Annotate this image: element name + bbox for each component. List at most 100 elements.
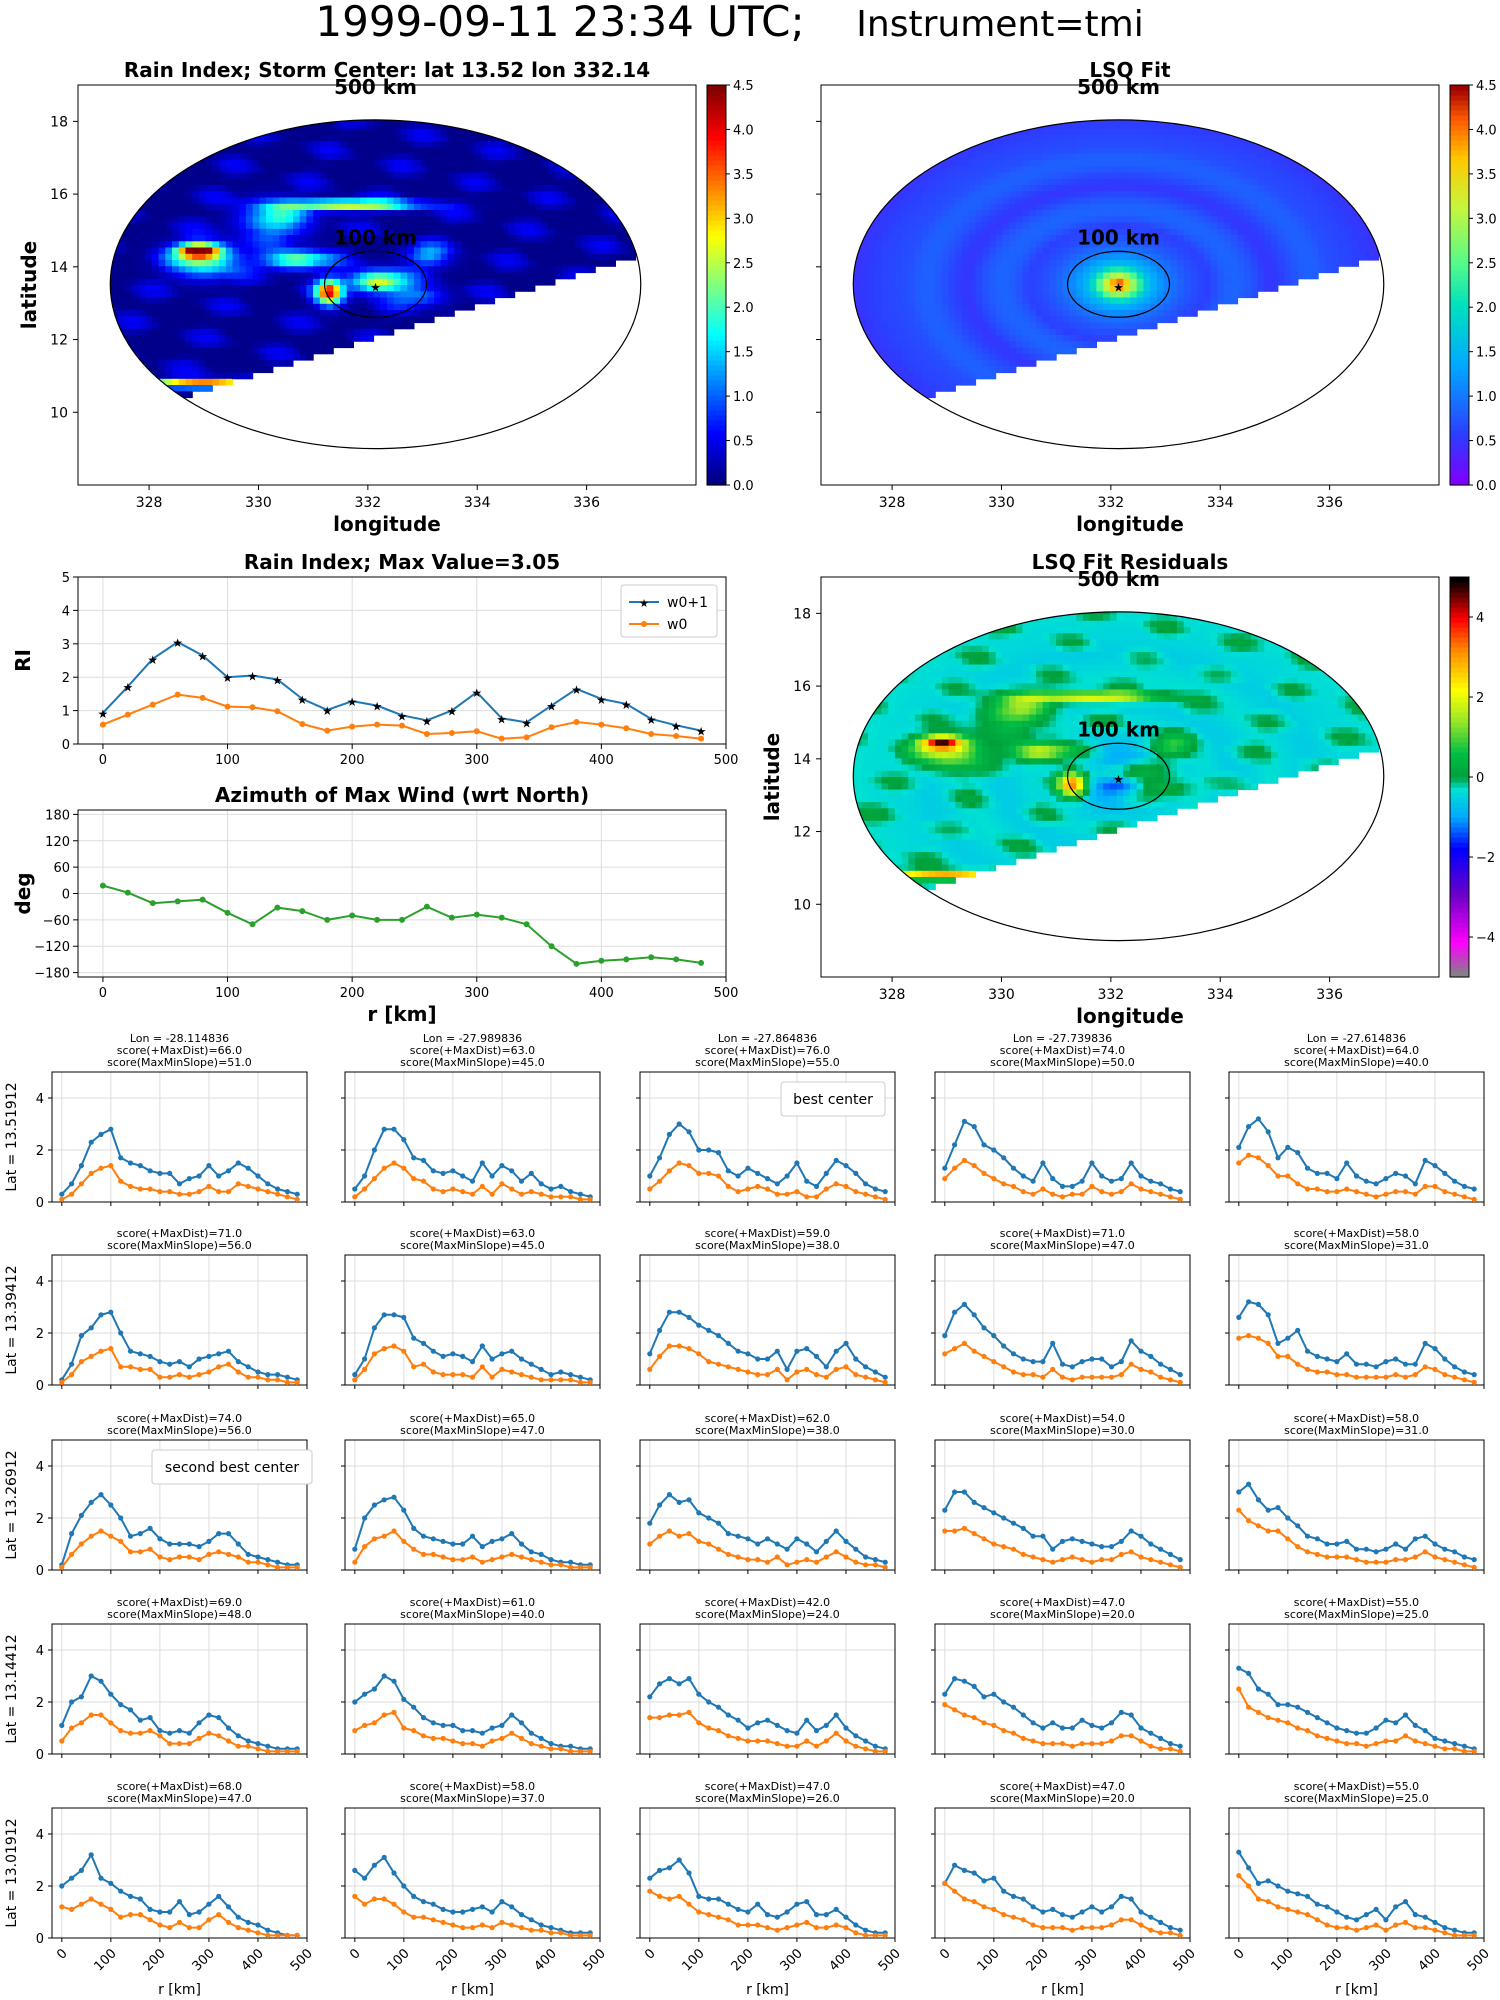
swath-cell xyxy=(212,297,220,305)
swath-cell xyxy=(935,203,943,211)
swath-cell xyxy=(239,160,247,167)
swath-cell xyxy=(901,160,909,167)
swath-cell xyxy=(854,153,862,161)
swath-cell xyxy=(955,122,963,130)
swath-cell xyxy=(112,85,119,92)
swath-cell xyxy=(894,141,903,149)
swath-cell xyxy=(346,297,354,305)
swath-cell xyxy=(649,204,656,211)
swath-cell xyxy=(280,91,287,98)
swath-cell xyxy=(928,197,936,205)
swath-cell xyxy=(834,85,841,92)
swath-cell xyxy=(212,378,220,386)
swath-cell xyxy=(131,122,139,130)
swath-cell xyxy=(400,135,408,142)
swath-cell xyxy=(507,247,516,255)
swath-cell xyxy=(941,203,950,211)
swath-cell xyxy=(828,248,835,255)
swath-cell xyxy=(622,153,630,161)
swath-cell xyxy=(894,203,903,211)
colorbar-cell xyxy=(707,325,726,331)
swath-cell xyxy=(138,122,146,130)
swath-cell xyxy=(941,341,950,349)
swath-cell xyxy=(192,335,200,342)
swath-cell xyxy=(131,397,139,405)
swath-cell xyxy=(460,247,469,255)
swath-cell xyxy=(185,128,193,136)
swath-cell xyxy=(481,253,489,261)
swath-cell xyxy=(333,203,341,211)
swath-cell xyxy=(394,110,401,117)
swath-cell xyxy=(894,210,903,217)
swath-cell xyxy=(853,366,856,374)
swath-cell xyxy=(941,119,950,124)
swath-cell xyxy=(145,260,153,267)
swath-cell xyxy=(272,135,281,142)
swath-cell xyxy=(948,210,956,217)
swath-cell xyxy=(968,322,977,330)
swath-cell xyxy=(427,85,434,92)
swath-cell xyxy=(225,353,234,361)
swath-cell xyxy=(460,172,469,180)
swath-cell xyxy=(841,160,848,167)
swath-cell xyxy=(346,328,354,336)
swath-cell xyxy=(868,410,876,417)
swath-cell xyxy=(581,122,590,130)
swath-cell xyxy=(968,135,977,142)
swath-cell xyxy=(272,310,281,317)
swath-cell xyxy=(821,410,828,417)
swath-cell xyxy=(233,85,240,92)
swath-cell xyxy=(232,135,240,142)
swath-cell xyxy=(91,235,98,242)
swath-cell xyxy=(360,110,367,117)
swath-cell xyxy=(575,122,583,130)
swath-cell xyxy=(340,110,347,117)
swath-cell xyxy=(642,248,649,255)
swath-cell xyxy=(683,110,690,117)
swath-cell xyxy=(306,235,314,242)
swath-cell xyxy=(212,372,220,380)
swath-cell xyxy=(165,153,173,161)
swath-cell xyxy=(595,128,603,136)
swath-cell xyxy=(854,372,862,380)
swath-cell xyxy=(413,185,422,192)
swath-cell xyxy=(894,310,903,317)
swath-cell xyxy=(656,241,663,248)
swath-cell xyxy=(158,160,166,167)
swath-cell xyxy=(508,104,515,111)
swath-cell xyxy=(212,91,219,98)
swath-cell xyxy=(78,260,85,267)
swath-cell xyxy=(561,216,569,224)
swath-cell xyxy=(387,228,395,236)
swath-cell xyxy=(962,166,970,174)
swath-cell xyxy=(454,110,461,117)
swath-cell xyxy=(313,310,321,317)
swath-cell xyxy=(955,347,963,355)
swath-cell xyxy=(172,272,180,280)
swath-cell xyxy=(894,278,903,286)
swath-cell xyxy=(138,341,146,349)
swath-cell xyxy=(581,128,590,136)
swath-cell xyxy=(514,191,522,199)
swath-cell xyxy=(440,222,448,230)
swath-cell xyxy=(487,278,496,286)
swath-cell xyxy=(474,147,482,155)
swath-cell xyxy=(145,119,153,124)
swath-cell xyxy=(219,191,227,199)
swath-cell xyxy=(272,178,281,186)
swath-cell xyxy=(346,128,354,136)
swath-cell xyxy=(306,253,314,261)
swath-cell xyxy=(252,310,260,317)
swath-cell xyxy=(313,266,321,274)
swath-cell xyxy=(434,203,442,211)
swath-cell xyxy=(259,278,267,286)
swath-cell xyxy=(575,191,583,199)
swath-cell xyxy=(501,210,509,217)
swath-cell xyxy=(353,272,361,280)
swath-cell xyxy=(921,178,930,186)
swath-cell xyxy=(393,141,401,149)
swath-cell xyxy=(225,322,234,330)
swath-cell xyxy=(656,141,663,148)
swath-cell xyxy=(85,148,92,155)
swath-cell xyxy=(915,178,923,186)
